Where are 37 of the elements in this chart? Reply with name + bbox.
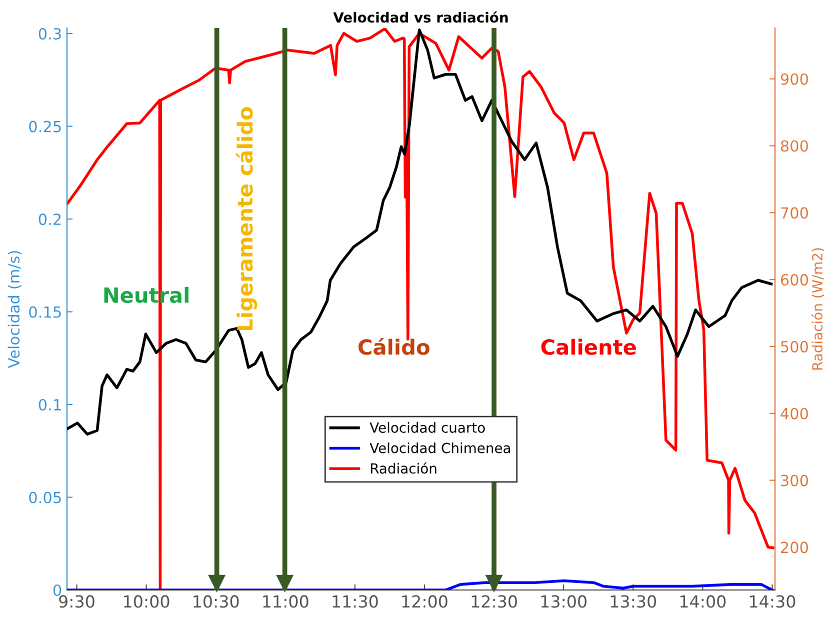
y-tick-label: 0.1 — [38, 398, 61, 411]
x-tick-label: 12:00 — [402, 595, 448, 608]
y2-axis-title: Radiación (W/m2) — [811, 248, 824, 370]
y2-tick-label: 400 — [780, 408, 808, 420]
x-tick-label: 13:00 — [541, 595, 586, 608]
y-tick-label: 0 — [53, 584, 62, 596]
y-axis-title: Velocidad (m/s) — [8, 251, 22, 368]
y-tick-label: 0.2 — [38, 214, 61, 226]
y-tick-label: 0.05 — [29, 492, 61, 504]
x-tick-label: 11:00 — [263, 595, 308, 608]
x-tick-label: 12:30 — [472, 595, 517, 608]
y-tick-label: 0.25 — [29, 120, 61, 132]
x-tick-label: 11:30 — [332, 595, 378, 608]
y2-tick-label: 900 — [780, 73, 808, 85]
y2-tick-label: 200 — [780, 542, 808, 554]
x-tick-label: 10:30 — [194, 595, 239, 608]
y2-tick-label: 700 — [781, 207, 808, 219]
x-tick-label: 14:30 — [750, 595, 796, 608]
y2-tick-label: 600 — [780, 274, 808, 286]
legend-label: Velocidad Chimenea — [370, 442, 510, 454]
legend-label: Radiación — [370, 462, 436, 474]
y2-tick-label: 800 — [780, 140, 808, 152]
x-tick-label: 10:00 — [124, 595, 170, 608]
y2-tick-label: 300 — [781, 474, 808, 486]
annotation: Cálido — [358, 338, 430, 355]
chart-title: Velocidad vs radiación — [333, 11, 508, 23]
y-tick-label: 0.15 — [29, 306, 61, 318]
legend-label: Velocidad cuarto — [370, 422, 485, 433]
y-tick-label: 0.3 — [38, 28, 61, 40]
annotation: Ligeramente cálido — [236, 107, 258, 330]
y2-tick-label: 500 — [781, 340, 808, 352]
line-series — [67, 28, 774, 590]
line-series — [67, 28, 773, 436]
x-tick-label: 9:30 — [59, 595, 94, 608]
x-tick-label: 14:00 — [680, 595, 726, 608]
x-tick-label: 13:30 — [610, 595, 656, 608]
annotation: Caliente — [541, 338, 636, 355]
